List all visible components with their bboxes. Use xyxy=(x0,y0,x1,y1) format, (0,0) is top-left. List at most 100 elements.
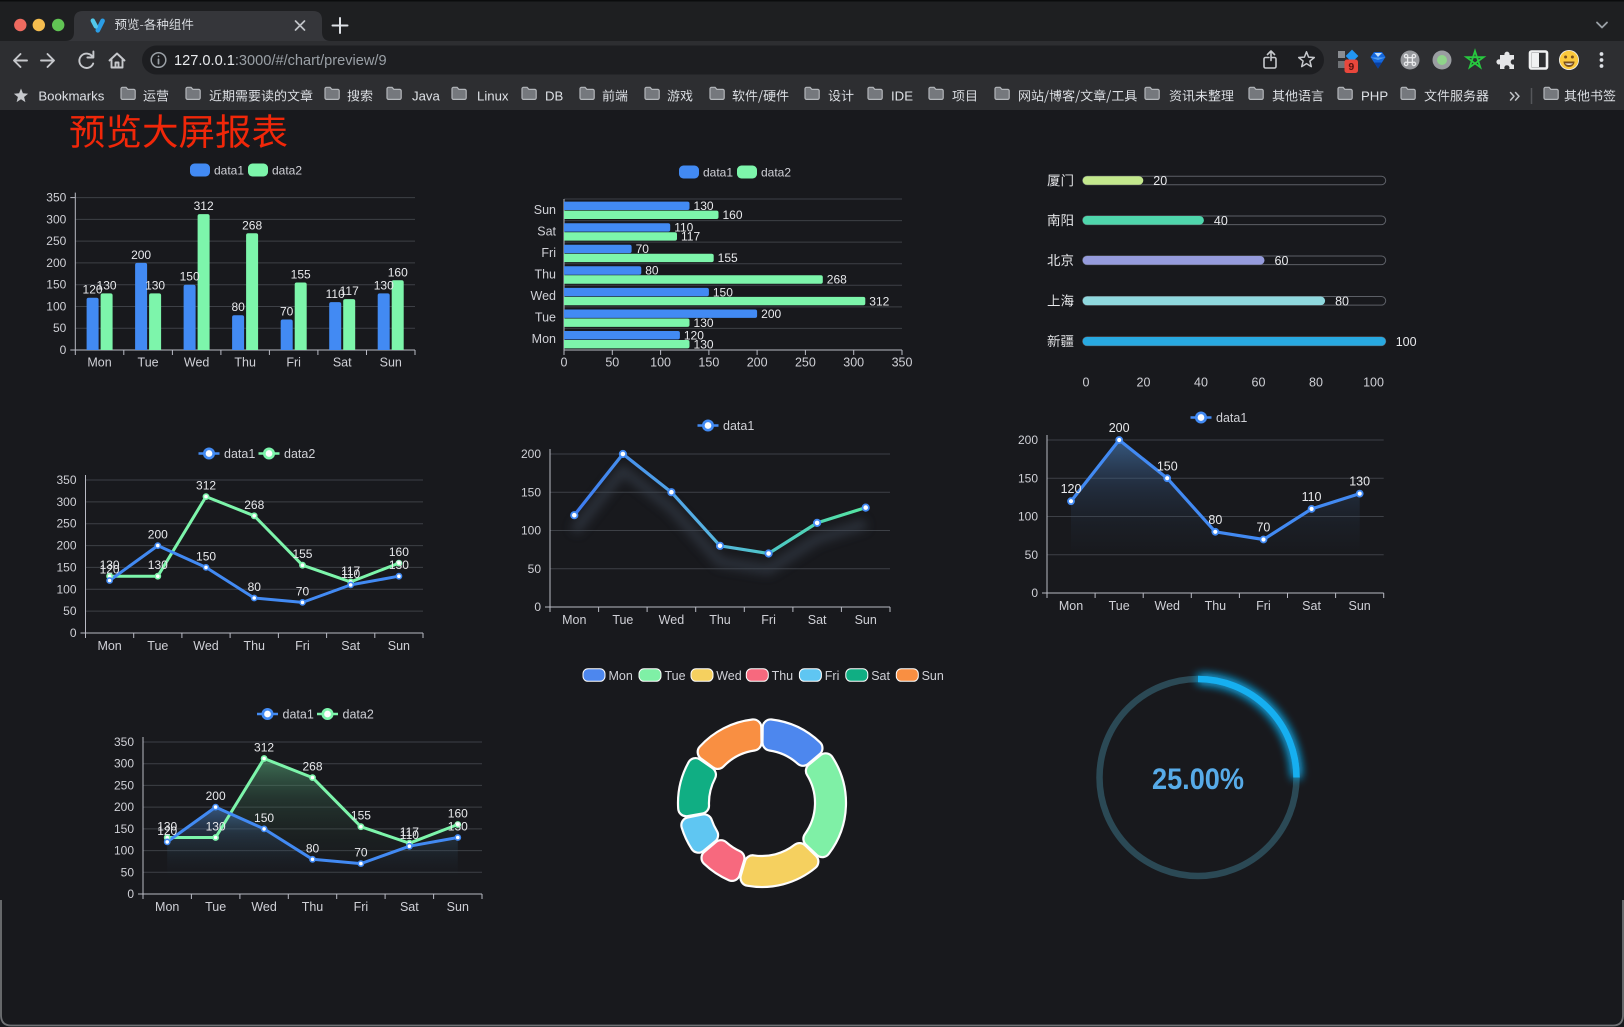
svg-text:200: 200 xyxy=(747,356,768,370)
svg-text:350: 350 xyxy=(46,191,66,205)
svg-text:Sun: Sun xyxy=(1349,599,1371,613)
svg-text:Sat: Sat xyxy=(871,669,890,683)
svg-text:Tue: Tue xyxy=(147,639,168,653)
svg-text:Wed: Wed xyxy=(251,900,277,914)
svg-text:100: 100 xyxy=(650,356,671,370)
svg-text:Thu: Thu xyxy=(302,900,324,914)
svg-text:Mon: Mon xyxy=(97,639,121,653)
svg-text:268: 268 xyxy=(242,218,262,232)
svg-text:Mon: Mon xyxy=(155,900,179,914)
svg-text:data1: data1 xyxy=(723,419,754,433)
svg-text:Wed: Wed xyxy=(531,289,557,303)
svg-text:Tue: Tue xyxy=(665,669,686,683)
svg-text:250: 250 xyxy=(114,778,134,792)
svg-text:70: 70 xyxy=(354,846,368,860)
svg-text:40: 40 xyxy=(1214,214,1228,228)
svg-text:117: 117 xyxy=(681,230,700,244)
svg-text:117: 117 xyxy=(400,825,419,839)
svg-text:Sat: Sat xyxy=(400,900,419,914)
svg-text:250: 250 xyxy=(56,517,76,531)
svg-text:data1: data1 xyxy=(214,164,244,178)
svg-text:155: 155 xyxy=(291,268,311,282)
svg-text:IDE: IDE xyxy=(891,89,913,104)
svg-text:200: 200 xyxy=(1018,433,1038,447)
svg-text:120: 120 xyxy=(1061,482,1082,496)
svg-text:Linux: Linux xyxy=(477,89,509,104)
svg-text:Thu: Thu xyxy=(234,356,256,370)
svg-text:117: 117 xyxy=(341,564,360,578)
svg-text:117: 117 xyxy=(340,284,359,298)
svg-text:80: 80 xyxy=(645,264,659,278)
svg-text:80: 80 xyxy=(1208,513,1222,527)
svg-text:data2: data2 xyxy=(284,447,315,461)
svg-text:130: 130 xyxy=(448,820,468,834)
svg-text:data1: data1 xyxy=(224,447,255,461)
svg-text:Fri: Fri xyxy=(354,900,369,914)
svg-text:Java: Java xyxy=(412,89,441,104)
svg-text:Fri: Fri xyxy=(1256,599,1271,613)
svg-text:100: 100 xyxy=(1018,510,1038,524)
svg-text:350: 350 xyxy=(892,356,913,370)
svg-text:130: 130 xyxy=(694,199,714,213)
svg-text:Sat: Sat xyxy=(808,613,827,627)
svg-text:150: 150 xyxy=(713,285,733,299)
svg-text:70: 70 xyxy=(1256,520,1270,534)
svg-text:130: 130 xyxy=(100,558,120,572)
svg-text:160: 160 xyxy=(389,545,409,559)
svg-text:Thu: Thu xyxy=(1205,599,1227,613)
svg-text:150: 150 xyxy=(180,270,200,284)
svg-text:Sat: Sat xyxy=(333,356,352,370)
svg-text:0: 0 xyxy=(1031,586,1038,600)
svg-text:200: 200 xyxy=(206,789,226,803)
svg-text:20: 20 xyxy=(1137,376,1151,390)
svg-text:Wed: Wed xyxy=(659,613,685,627)
svg-text:Fri: Fri xyxy=(295,639,310,653)
svg-text:Tue: Tue xyxy=(138,356,159,370)
svg-text:160: 160 xyxy=(388,265,408,279)
svg-text:Wed: Wed xyxy=(193,639,219,653)
svg-text:PHP: PHP xyxy=(1361,89,1388,104)
svg-text:40: 40 xyxy=(1194,376,1208,390)
svg-text:350: 350 xyxy=(56,473,76,487)
svg-text:50: 50 xyxy=(1025,548,1039,562)
svg-text:Fri: Fri xyxy=(286,356,301,370)
svg-text:Sat: Sat xyxy=(1302,599,1321,613)
svg-text:155: 155 xyxy=(292,547,312,561)
svg-text:Wed: Wed xyxy=(716,669,742,683)
svg-text:200: 200 xyxy=(46,256,66,270)
svg-text:150: 150 xyxy=(698,356,719,370)
svg-text:300: 300 xyxy=(46,212,66,226)
svg-text:Mon: Mon xyxy=(87,356,111,370)
svg-text:100: 100 xyxy=(46,299,66,313)
svg-text:110: 110 xyxy=(326,287,345,301)
svg-text:Wed: Wed xyxy=(184,356,210,370)
svg-text:Mon: Mon xyxy=(1059,599,1083,613)
svg-text:Thu: Thu xyxy=(772,669,794,683)
svg-text:Wed: Wed xyxy=(1155,599,1181,613)
svg-text:127.0.0.1:3000/#/chart/preview: 127.0.0.1:3000/#/chart/preview/9 xyxy=(174,53,387,69)
svg-text:300: 300 xyxy=(843,356,864,370)
svg-text:130: 130 xyxy=(206,820,226,834)
svg-text:0: 0 xyxy=(70,626,77,640)
svg-text:300: 300 xyxy=(114,757,134,771)
svg-text:150: 150 xyxy=(1018,471,1038,485)
svg-text:Mon: Mon xyxy=(609,669,633,683)
svg-text:Sun: Sun xyxy=(388,639,410,653)
svg-text:130: 130 xyxy=(148,558,168,572)
svg-text:80: 80 xyxy=(248,580,262,594)
svg-text:0: 0 xyxy=(127,887,134,901)
svg-text:Tue: Tue xyxy=(535,311,556,325)
svg-text:130: 130 xyxy=(157,820,177,834)
svg-text:100: 100 xyxy=(56,582,76,596)
svg-text:Mon: Mon xyxy=(562,613,586,627)
svg-text:DB: DB xyxy=(545,89,564,104)
svg-text:200: 200 xyxy=(1109,421,1130,435)
svg-text:50: 50 xyxy=(605,356,619,370)
svg-text:150: 150 xyxy=(521,485,541,499)
svg-text:data1: data1 xyxy=(703,166,733,180)
svg-text:200: 200 xyxy=(521,447,541,461)
svg-text:312: 312 xyxy=(196,479,216,493)
svg-text:70: 70 xyxy=(296,584,310,598)
svg-text:130: 130 xyxy=(694,337,714,351)
svg-text:70: 70 xyxy=(280,305,294,319)
